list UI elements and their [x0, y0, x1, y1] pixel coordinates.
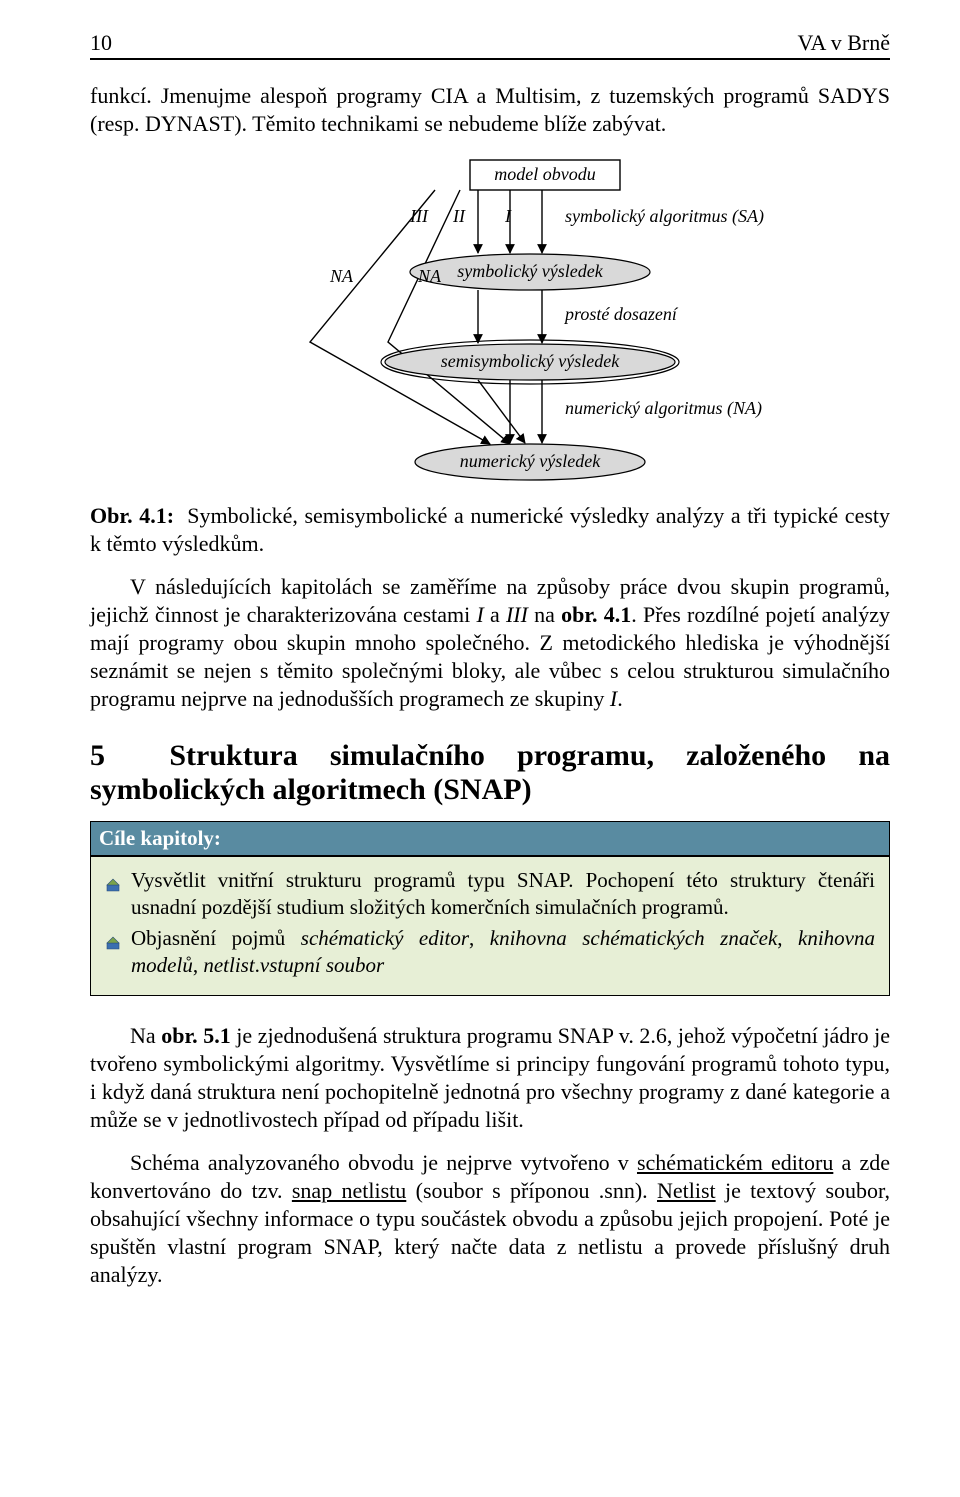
bullet-icon — [105, 931, 121, 958]
goal-item: Vysvětlit vnitřní strukturu programů typ… — [105, 867, 875, 921]
section-heading: 5 Struktura simulačního programu, založe… — [90, 739, 890, 807]
flowchart-svg: model obvodu symbolický výsledek semisymbo… — [170, 152, 810, 492]
figure-caption-text: Symbolické, semisymbolické a numerické v… — [90, 503, 890, 556]
svg-text:II: II — [452, 206, 466, 226]
page-number: 10 — [90, 30, 112, 56]
paragraph-c: Schéma analyzovaného obvodu je nejprve v… — [90, 1149, 890, 1290]
diagram-figure: model obvodu symbolický výsledek semisymbo… — [90, 152, 890, 492]
text: a — [484, 602, 506, 627]
running-head: VA v Brně — [798, 30, 891, 56]
paragraph-b: Na obr. 5.1 je zjednodušená struktura pr… — [90, 1022, 890, 1135]
svg-text:prosté dosazení: prosté dosazení — [563, 304, 679, 324]
section-number: 5 — [90, 739, 105, 772]
paragraph-after-figure: V následujících kapitolách se zaměříme n… — [90, 573, 890, 714]
text: (soubor s příponou .snn). — [406, 1178, 657, 1203]
italic-III: III — [506, 602, 528, 627]
underlined: Netlist — [657, 1178, 716, 1203]
svg-text:NA: NA — [417, 266, 442, 286]
section-title: Struktura simulačního programu, založené… — [90, 739, 890, 806]
svg-text:model obvodu: model obvodu — [494, 164, 595, 184]
text: na — [528, 602, 561, 627]
running-header: 10 VA v Brně — [90, 30, 890, 60]
svg-text:NA: NA — [329, 266, 354, 286]
italic-I: I — [476, 602, 483, 627]
figure-ref: Obr. 4.1: — [90, 503, 174, 528]
page: 10 VA v Brně funkcí. Jmenujme alespoň pr… — [0, 0, 960, 1343]
text: Schéma analyzovaného obvodu je nejprve v… — [130, 1150, 637, 1175]
svg-text:symbolický výsledek: symbolický výsledek — [457, 261, 603, 281]
goals-header-bar: Cíle kapitoly: — [90, 821, 890, 856]
svg-text:semisymbolický výsledek: semisymbolický výsledek — [441, 351, 620, 371]
goal-text: Vysvětlit vnitřní strukturu programů typ… — [131, 867, 875, 921]
text: Na — [130, 1023, 161, 1048]
svg-text:numerický výsledek: numerický výsledek — [460, 451, 601, 471]
svg-text:symbolický algoritmus (SA): symbolický algoritmus (SA) — [565, 206, 764, 227]
ref-bold: obr. 5.1 — [161, 1023, 231, 1048]
bullet-icon — [105, 873, 121, 900]
underlined: snap netlistu — [292, 1178, 406, 1203]
goal-text: Objasnění pojmů schématický editor, knih… — [131, 925, 875, 979]
ref-bold: obr. 4.1 — [561, 602, 631, 627]
intro-paragraph: funkcí. Jmenujme alespoň programy CIA a … — [90, 82, 890, 138]
goal-item: Objasnění pojmů schématický editor, knih… — [105, 925, 875, 979]
text: . — [617, 686, 623, 711]
svg-text:I: I — [504, 206, 512, 226]
goals-box: Vysvětlit vnitřní strukturu programů typ… — [90, 856, 890, 996]
underlined: schématickém editoru — [637, 1150, 833, 1175]
figure-caption: Obr. 4.1: Symbolické, semisymbolické a n… — [90, 502, 890, 558]
svg-text:III: III — [409, 206, 429, 226]
svg-text:numerický algoritmus (NA): numerický algoritmus (NA) — [565, 398, 762, 419]
